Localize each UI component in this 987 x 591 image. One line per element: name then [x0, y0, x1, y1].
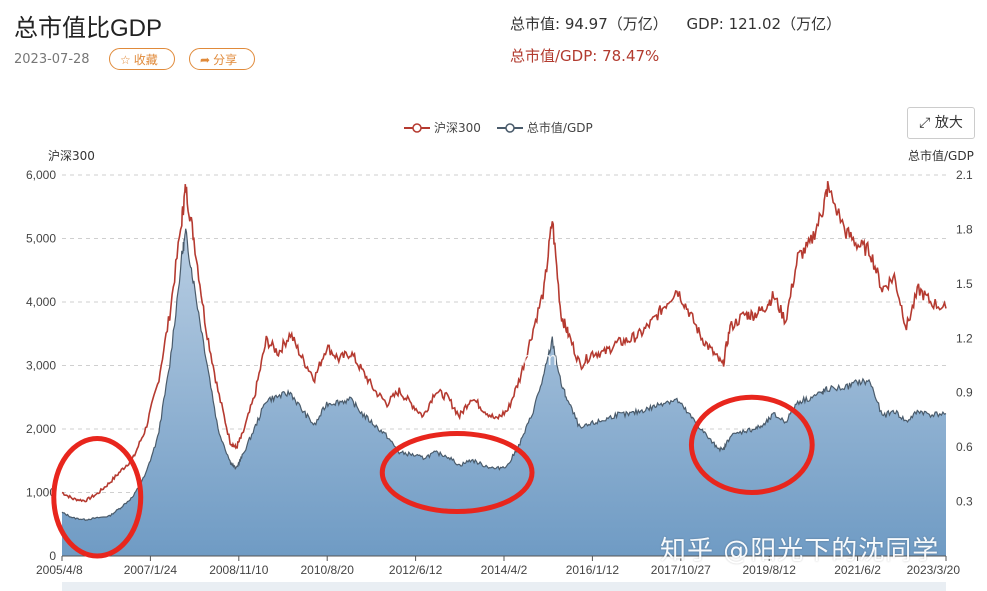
author-watermark: 知乎 @阳光下的沈同学 [660, 536, 940, 566]
x-tick-label: 2021/6/2 [834, 563, 881, 577]
expand-label: 放大 [934, 115, 963, 131]
share-button[interactable]: ➦ 分享 [189, 48, 255, 70]
hs300-series-line [61, 180, 947, 503]
favorite-button[interactable]: ☆ 收藏 [109, 48, 175, 70]
x-tick-label: 2010/8/20 [301, 563, 355, 577]
y-right-tick-label: 0.6 [956, 440, 973, 454]
y-left-tick-label: 1,000 [26, 486, 56, 500]
y-left-tick-label: 5,000 [26, 232, 56, 246]
legend-label-ratio: 总市值/GDP [526, 121, 593, 135]
summary-stats: 总市值: 94.97（万亿） GDP: 121.02（万亿） [510, 13, 855, 34]
x-tick-label: 2005/4/8 [36, 563, 83, 577]
favorite-label: 收藏 [133, 53, 158, 67]
x-tick-label: 2017/10/27 [651, 563, 711, 577]
range-scrollbar[interactable] [62, 582, 946, 591]
chart-axes: 0 1,000 2,000 3,000 4,000 5,000 6,000 0.3 0.6 0.9… [26, 168, 973, 577]
legend-item-ratio[interactable]: 总市值/GDP [496, 119, 593, 136]
market-cap-value: 总市值: 94.97（万亿） [510, 15, 668, 33]
legend-label-hs300: 沪深300 [434, 121, 481, 135]
y-left-tick-label: 2,000 [26, 422, 56, 436]
x-tick-label: 2023/3/20 [907, 563, 961, 577]
red-circle-annotation [688, 394, 815, 495]
legend-item-hs300[interactable]: 沪深300 [404, 119, 481, 136]
y-left-tick-label: 6,000 [26, 168, 56, 182]
ratio-series-line [61, 228, 947, 521]
chart-legend[interactable]: 沪深300 总市值/GDP [404, 119, 593, 136]
x-tick-label: 2016/1/12 [566, 563, 620, 577]
x-tick-label: 2012/6/12 [389, 563, 443, 577]
y-left-tick-label: 3,000 [26, 359, 56, 373]
share-label: 分享 [213, 53, 238, 67]
share-icon: ➦ [200, 53, 211, 67]
site-watermark: legulegu.com [450, 349, 557, 369]
y-right-tick-label: 1.5 [956, 277, 973, 291]
left-axis-title: 沪深300 [48, 149, 95, 163]
x-tick-label: 2008/11/10 [209, 563, 268, 577]
y-left-tick-label: 0 [49, 549, 56, 563]
ratio-value: 总市值/GDP: 78.47% [510, 47, 660, 65]
star-icon: ☆ [120, 53, 131, 67]
y-right-tick-label: 1.8 [956, 222, 973, 236]
y-right-tick-label: 2.1 [956, 168, 973, 182]
expand-icon: ⤢ [919, 115, 931, 131]
red-circle-annotation [379, 430, 535, 515]
page-title: 总市值比GDP [14, 15, 163, 42]
page-date: 2023-07-28 [14, 52, 90, 67]
chart-annotations [51, 394, 815, 559]
gdp-value: GDP: 121.02（万亿） [686, 15, 842, 33]
y-right-tick-label: 1.2 [956, 331, 973, 345]
y-left-tick-label: 4,000 [26, 295, 56, 309]
red-circle-annotation [51, 436, 144, 559]
y-right-tick-label: 0.3 [956, 495, 973, 509]
expand-button[interactable]: ⤢ 放大 [907, 107, 975, 139]
x-tick-label: 2014/4/2 [481, 563, 528, 577]
y-right-tick-label: 0.9 [956, 386, 973, 400]
right-axis-title: 总市值/GDP [908, 149, 974, 163]
x-tick-label: 2019/8/12 [743, 563, 797, 577]
ratio-area [62, 228, 946, 556]
x-tick-label: 2007/1/24 [124, 563, 178, 577]
